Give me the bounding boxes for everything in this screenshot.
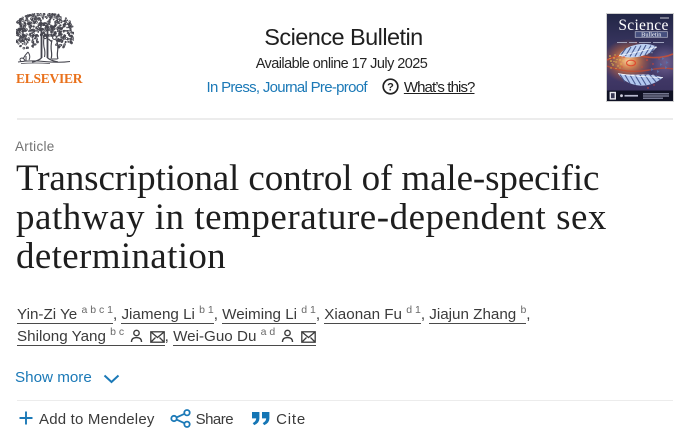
svg-text:Science: Science (618, 17, 668, 34)
svg-text:?: ? (387, 81, 394, 93)
svg-text:Bulletin: Bulletin (641, 32, 662, 39)
